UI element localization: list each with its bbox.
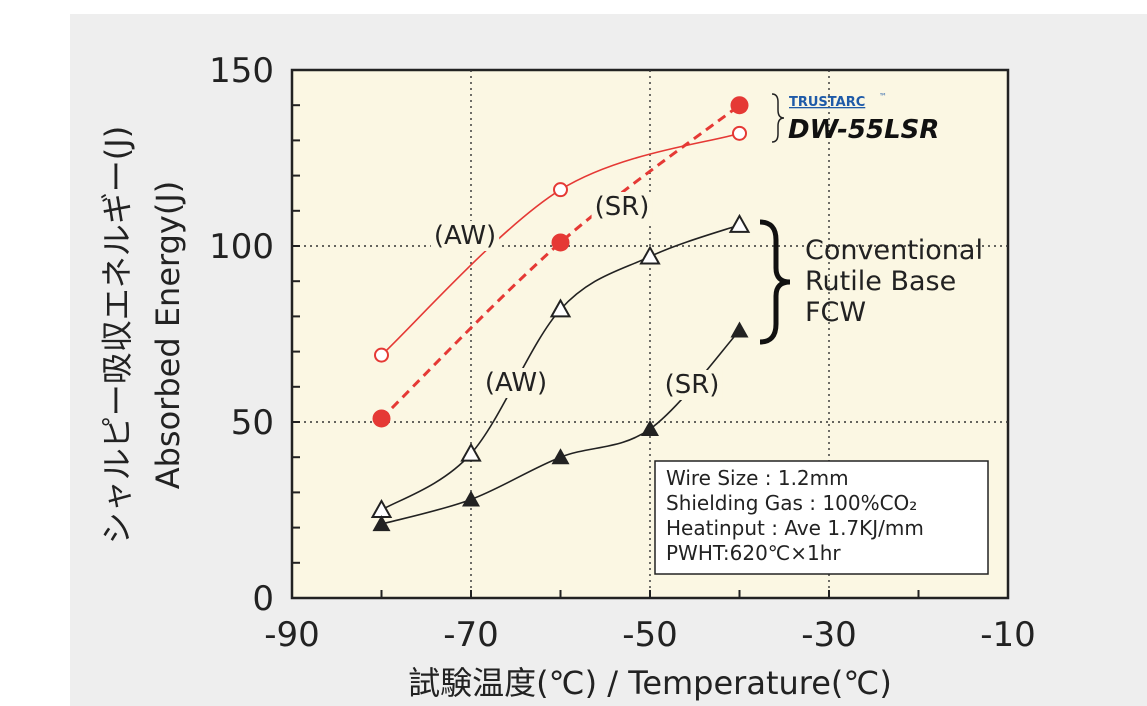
annotation-background	[430, 221, 500, 251]
product-name: DW-55LSR	[788, 115, 939, 145]
conventional-label-line2: Rutile Base	[805, 266, 956, 297]
info-heat-input: Heatinput : Ave 1.7KJ/mm	[666, 516, 924, 540]
conventional-label-line1: Conventional	[805, 235, 983, 266]
data-point	[730, 96, 749, 115]
info-shielding-gas: Shielding Gas : 100%CO₂	[666, 491, 917, 515]
y-tick-label: 150	[209, 51, 274, 91]
conventional-label-line3: FCW	[805, 297, 866, 328]
series-filled-circle	[372, 96, 749, 428]
annotation-background	[481, 368, 551, 398]
data-point	[374, 347, 389, 363]
y-tick-label: 50	[231, 403, 274, 443]
x-axis-label: 試験温度(℃) / Temperature(℃)	[408, 664, 892, 702]
info-wire-size: Wire Size : 1.2mm	[666, 466, 849, 490]
annotation-black-aw: (AW)	[485, 368, 547, 398]
data-point	[549, 298, 572, 318]
x-axis-ticks: -90 -70 -50 -30 -10	[264, 590, 1036, 655]
data-point	[551, 233, 570, 252]
y-axis-label-english: Absorbed Energy(J)	[149, 181, 187, 490]
series-open-triangle	[370, 213, 751, 518]
data-point	[730, 321, 749, 338]
brand-trademark: ™	[879, 92, 887, 101]
annotation-background	[591, 192, 653, 222]
y-tick-label: 0	[252, 579, 274, 619]
data-point	[641, 420, 659, 437]
data-point	[372, 515, 391, 532]
annotation-background	[661, 370, 723, 400]
info-box	[654, 460, 989, 575]
product-brace	[771, 93, 785, 143]
data-point	[728, 213, 751, 233]
data-point	[553, 182, 568, 198]
conventional-brace	[759, 219, 791, 345]
data-point	[372, 409, 391, 428]
data-point	[732, 125, 747, 141]
brand-logo: TRUSTARC	[789, 95, 865, 110]
annotation-red-aw: (AW)	[434, 221, 496, 251]
annotation-red-sr: (SR)	[595, 192, 650, 222]
x-tick-label: -70	[443, 615, 499, 655]
series-line	[380, 104, 741, 420]
data-point	[462, 490, 480, 507]
data-point	[551, 448, 570, 465]
x-tick-label: -10	[980, 615, 1036, 655]
info-pwht: PWHT:620℃×1hr	[666, 541, 841, 565]
data-point	[639, 245, 661, 265]
x-tick-label: -50	[622, 615, 678, 655]
data-point	[460, 442, 482, 462]
y-tick-label: 100	[209, 227, 274, 267]
y-axis-ticks: 0 50 100 150	[209, 51, 300, 619]
series-open-circle	[374, 125, 747, 363]
y-axis-label-japanese: シャルピー吸収エネルギー(J)	[98, 126, 136, 544]
data-series	[370, 96, 751, 532]
x-tick-label: -30	[801, 615, 857, 655]
annotation-black-sr: (SR)	[665, 370, 720, 400]
x-tick-label: -90	[264, 615, 320, 655]
